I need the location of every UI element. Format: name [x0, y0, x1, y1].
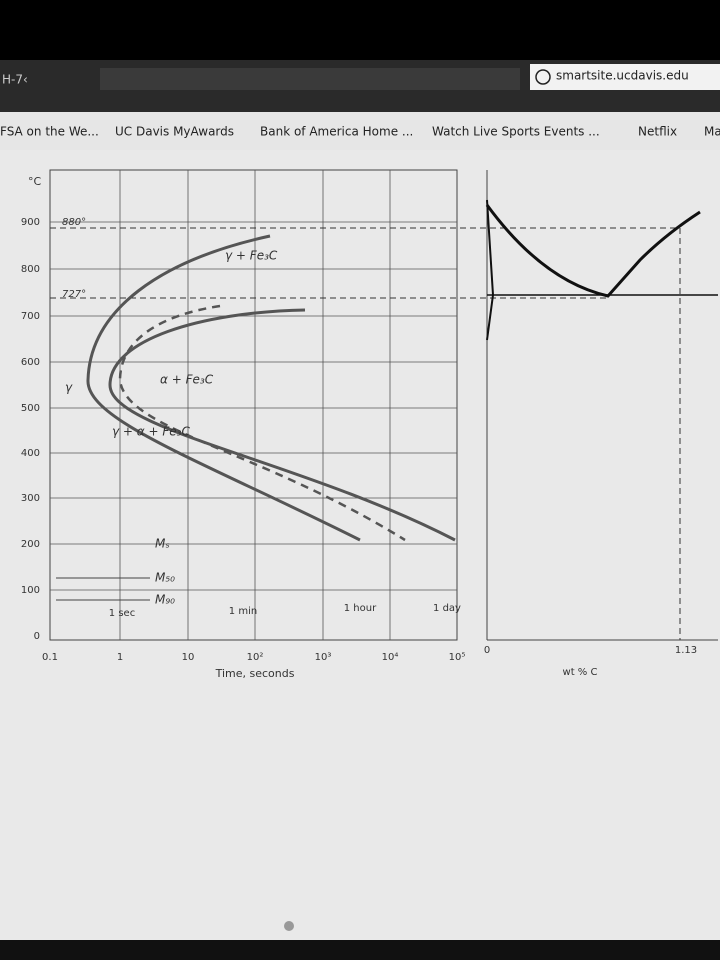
- address-icon: [535, 69, 551, 85]
- bookmark[interactable]: Bank of America Home ...: [260, 125, 413, 139]
- address-box[interactable]: [530, 64, 720, 90]
- y-tick-label: 300: [21, 493, 40, 504]
- y-tick-label: 800: [21, 264, 40, 275]
- time-mark: 1 day: [433, 603, 461, 614]
- x-tick-label: 1: [117, 652, 123, 663]
- tab-text: H-7‹: [2, 73, 28, 87]
- annotation: 880°: [62, 217, 86, 228]
- time-mark: 1 sec: [109, 608, 135, 619]
- x-tick-label: 10⁴: [382, 652, 399, 663]
- annotation: 727°: [62, 289, 86, 300]
- y-tick-label: 200: [21, 539, 40, 550]
- annotation: α + Fe₃C: [160, 373, 214, 387]
- x-tick-label: 1.13: [675, 645, 697, 656]
- y-tick-label: 0: [34, 631, 40, 642]
- bottom-edge: [0, 940, 720, 960]
- x-tick-label: 0: [484, 645, 490, 656]
- y-tick-label: 900: [21, 217, 40, 228]
- annotation: M₅₀: [155, 571, 175, 585]
- ttt-curves: [86, 234, 456, 542]
- x-tick-label: 0.1: [42, 652, 58, 663]
- x-tick-label: 10²: [247, 652, 264, 663]
- annotation: γ + α + Fe₃C: [112, 425, 190, 439]
- m-arrows: [56, 577, 150, 601]
- x-title: wt % C: [563, 667, 598, 678]
- annotation: Mₛ: [155, 537, 170, 551]
- address-text[interactable]: smartsite.ucdavis.edu: [556, 69, 689, 83]
- bookmark[interactable]: UC Davis MyAwards: [115, 125, 234, 139]
- content: [0, 150, 720, 940]
- phase-curves: [485, 199, 718, 341]
- bookmark[interactable]: Watch Live Sports Events ...: [432, 125, 600, 139]
- x-tick-label: 10³: [315, 652, 332, 663]
- y-tick-label: 500: [21, 403, 40, 414]
- y-unit: °C: [28, 175, 42, 188]
- annotation: γ + Fe₃C: [225, 249, 278, 263]
- annotation: M₉₀: [155, 593, 175, 607]
- tab-strip: [100, 68, 520, 90]
- bookmark[interactable]: FSA on the We...: [0, 125, 99, 139]
- x-title: Time, seconds: [215, 667, 295, 680]
- reference-lines: [50, 227, 681, 640]
- x-tick-label: 10: [182, 652, 195, 663]
- y-tick-label: 400: [21, 448, 40, 459]
- time-mark: 1 hour: [344, 603, 377, 614]
- bookmark[interactable]: Netflix: [638, 125, 677, 139]
- y-tick-label: 600: [21, 357, 40, 368]
- x-tick-label: 10⁵: [449, 652, 466, 663]
- dot: [284, 921, 294, 931]
- bookmark[interactable]: Ma: [704, 125, 720, 139]
- time-mark: 1 min: [229, 606, 257, 617]
- bookmarks-bar: [0, 112, 720, 150]
- annotation: γ: [65, 381, 73, 395]
- y-tick-label: 700: [21, 311, 40, 322]
- y-tick-label: 100: [21, 585, 40, 596]
